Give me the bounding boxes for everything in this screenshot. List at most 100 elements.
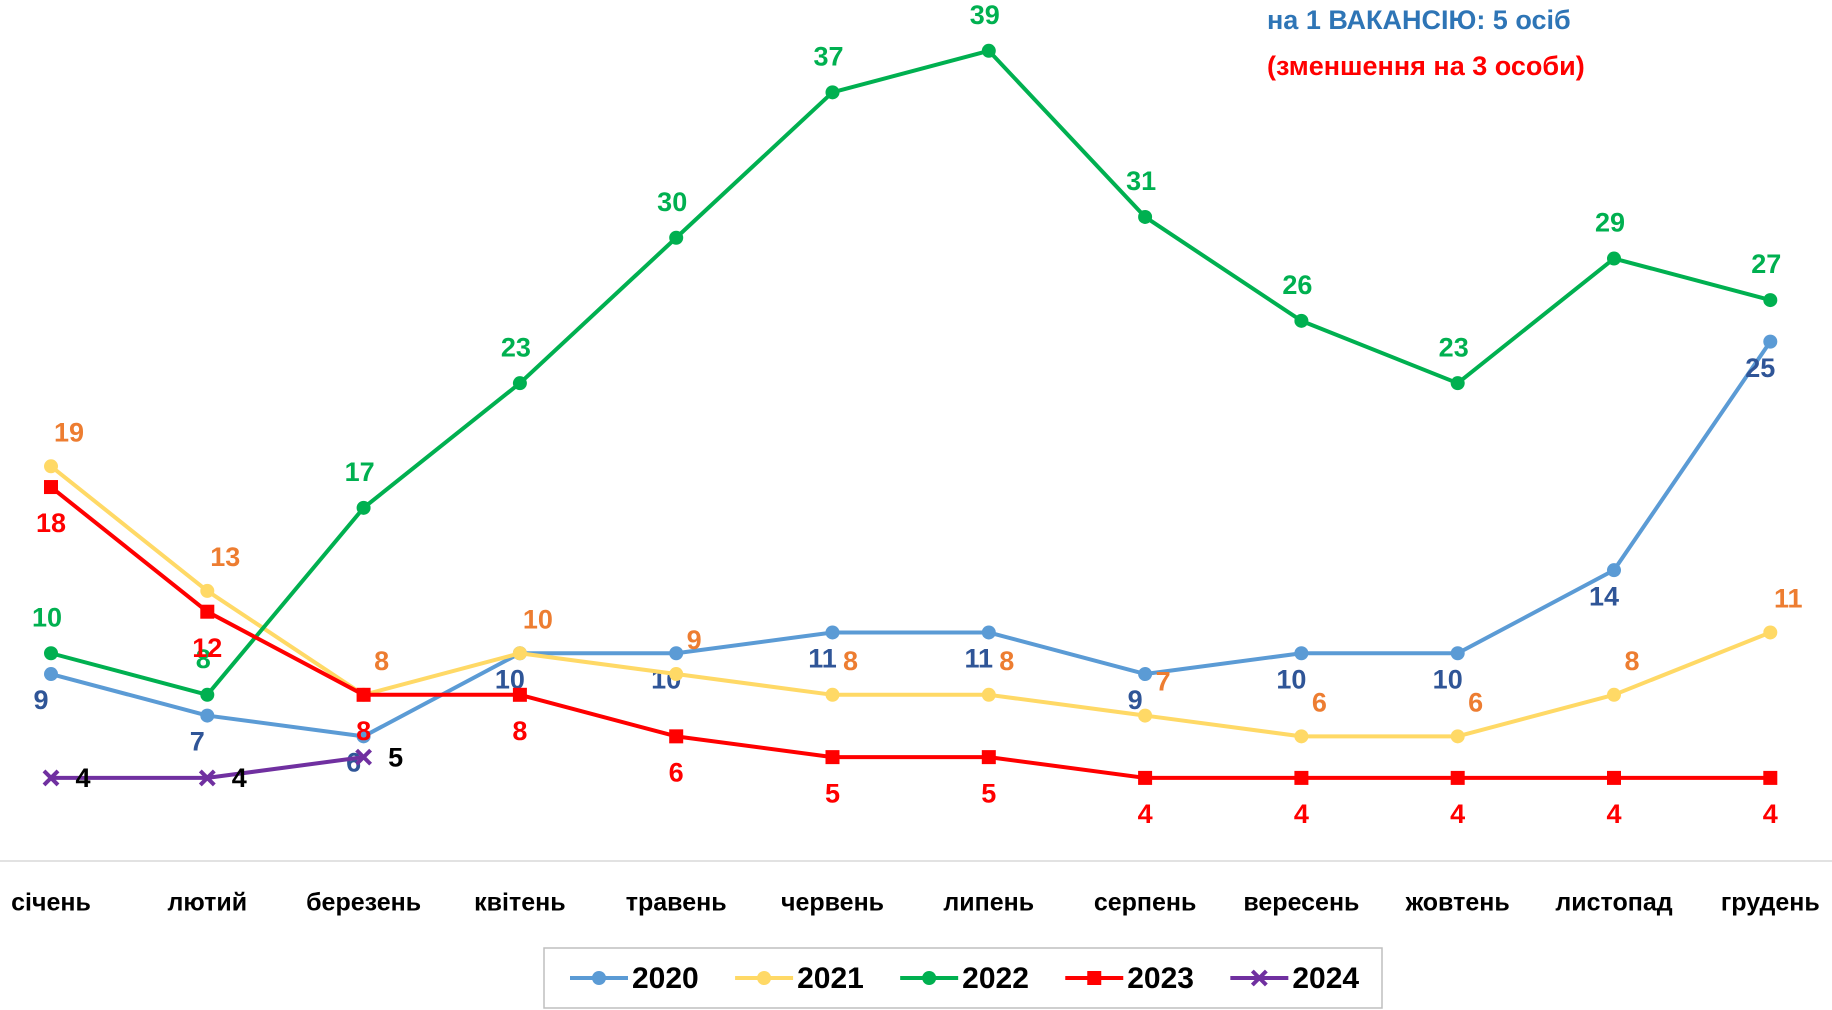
point (825, 85, 840, 100)
x-tick-label: березень (306, 889, 421, 917)
x-tick-label: вересень (1243, 889, 1359, 917)
point (356, 729, 371, 744)
x-tick-label: грудень (1721, 889, 1820, 917)
data-label: 9 (33, 685, 48, 715)
point (825, 687, 840, 702)
series-line (49, 485, 1771, 780)
point (1763, 625, 1778, 640)
point (1607, 687, 1621, 702)
point (669, 230, 684, 245)
point (200, 687, 215, 702)
point (981, 750, 996, 765)
point (1294, 313, 1309, 328)
legend-marker (592, 971, 606, 985)
data-label: 11 (808, 644, 837, 674)
point (669, 729, 684, 744)
x-tick-label: серпень (1094, 889, 1197, 917)
x-tick-label: лютий (168, 889, 248, 917)
x-tick-label: квітень (474, 889, 565, 917)
point (669, 646, 684, 661)
data-label: 9 (1128, 685, 1143, 715)
data-label: 27 (1751, 249, 1781, 279)
data-label: 11 (965, 644, 994, 674)
data-label: 5 (981, 778, 996, 808)
legend-label: 2022 (962, 962, 1029, 995)
data-label: 31 (1126, 166, 1156, 196)
legend-marker (1250, 969, 1268, 987)
annotation: (зменшення на 3 особи) (1267, 51, 1585, 81)
data-label: 4 (75, 763, 90, 793)
legend-marker (922, 971, 937, 985)
x-tick-label: травень (626, 889, 727, 917)
data-label: 8 (196, 644, 211, 674)
point (512, 687, 527, 702)
point (1763, 334, 1778, 349)
point (1763, 293, 1778, 308)
data-label: 4 (1138, 799, 1153, 829)
point (1607, 770, 1621, 785)
data-label: 10 (1433, 664, 1463, 694)
x-tick-label: червень (781, 889, 884, 917)
point (1450, 646, 1465, 661)
x-tick-label: січень (11, 889, 91, 917)
point (44, 646, 58, 661)
point (44, 459, 58, 474)
data-label: 13 (210, 542, 240, 572)
point (1450, 376, 1465, 391)
data-label: 6 (1468, 687, 1483, 717)
data-label: 4 (232, 763, 247, 793)
data-label: 11 (1774, 584, 1803, 614)
data-label: 8 (356, 716, 371, 746)
legend-label: 2023 (1127, 962, 1194, 995)
data-label: 8 (1624, 646, 1639, 676)
point (198, 769, 216, 787)
series: 10 8 17 23 30 37 39 31 26 23 29 27 (32, 0, 1781, 702)
series-line (50, 340, 1772, 739)
point (44, 667, 58, 682)
data-label: 14 (1589, 581, 1619, 611)
x-tick-label: листопад (1555, 889, 1672, 917)
point (200, 604, 215, 619)
annotation: на 1 ВАКАНСІЮ: 5 осіб (1267, 5, 1571, 35)
data-label: 29 (1595, 208, 1625, 238)
point (1294, 770, 1309, 785)
point (1138, 209, 1153, 224)
point (1138, 770, 1153, 785)
point (669, 667, 684, 682)
point (512, 376, 527, 391)
data-label: 7 (190, 727, 205, 757)
data-label: 10 (523, 604, 553, 634)
data-label: 23 (501, 332, 531, 362)
point (825, 625, 840, 640)
x-tick-label: липень (943, 889, 1034, 917)
data-label: 8 (374, 646, 389, 676)
data-label: 5 (825, 778, 840, 808)
point (512, 646, 527, 661)
point (981, 687, 996, 702)
data-label: 12 (192, 633, 222, 663)
data-label: 4 (1294, 799, 1309, 829)
point (1607, 563, 1621, 578)
series-line (49, 464, 1772, 739)
data-label: 4 (1606, 799, 1621, 829)
data-label: 6 (346, 747, 361, 777)
point (356, 500, 371, 515)
data-label: 23 (1439, 332, 1469, 362)
data-label: 26 (1282, 270, 1312, 300)
data-label: 39 (970, 0, 1000, 30)
data-label: 10 (1276, 664, 1306, 694)
legend-marker (757, 971, 772, 985)
data-label: 8 (843, 646, 858, 676)
legend-label: 2020 (632, 962, 699, 995)
series-line (51, 755, 364, 780)
point (1450, 770, 1465, 785)
data-label: 10 (32, 602, 62, 632)
point (1138, 708, 1153, 723)
point (1294, 729, 1309, 744)
legend-label: 2021 (797, 962, 864, 995)
data-label: 7 (1156, 667, 1171, 697)
point (1450, 729, 1465, 744)
data-label: 18 (36, 508, 66, 538)
point (1763, 770, 1778, 785)
